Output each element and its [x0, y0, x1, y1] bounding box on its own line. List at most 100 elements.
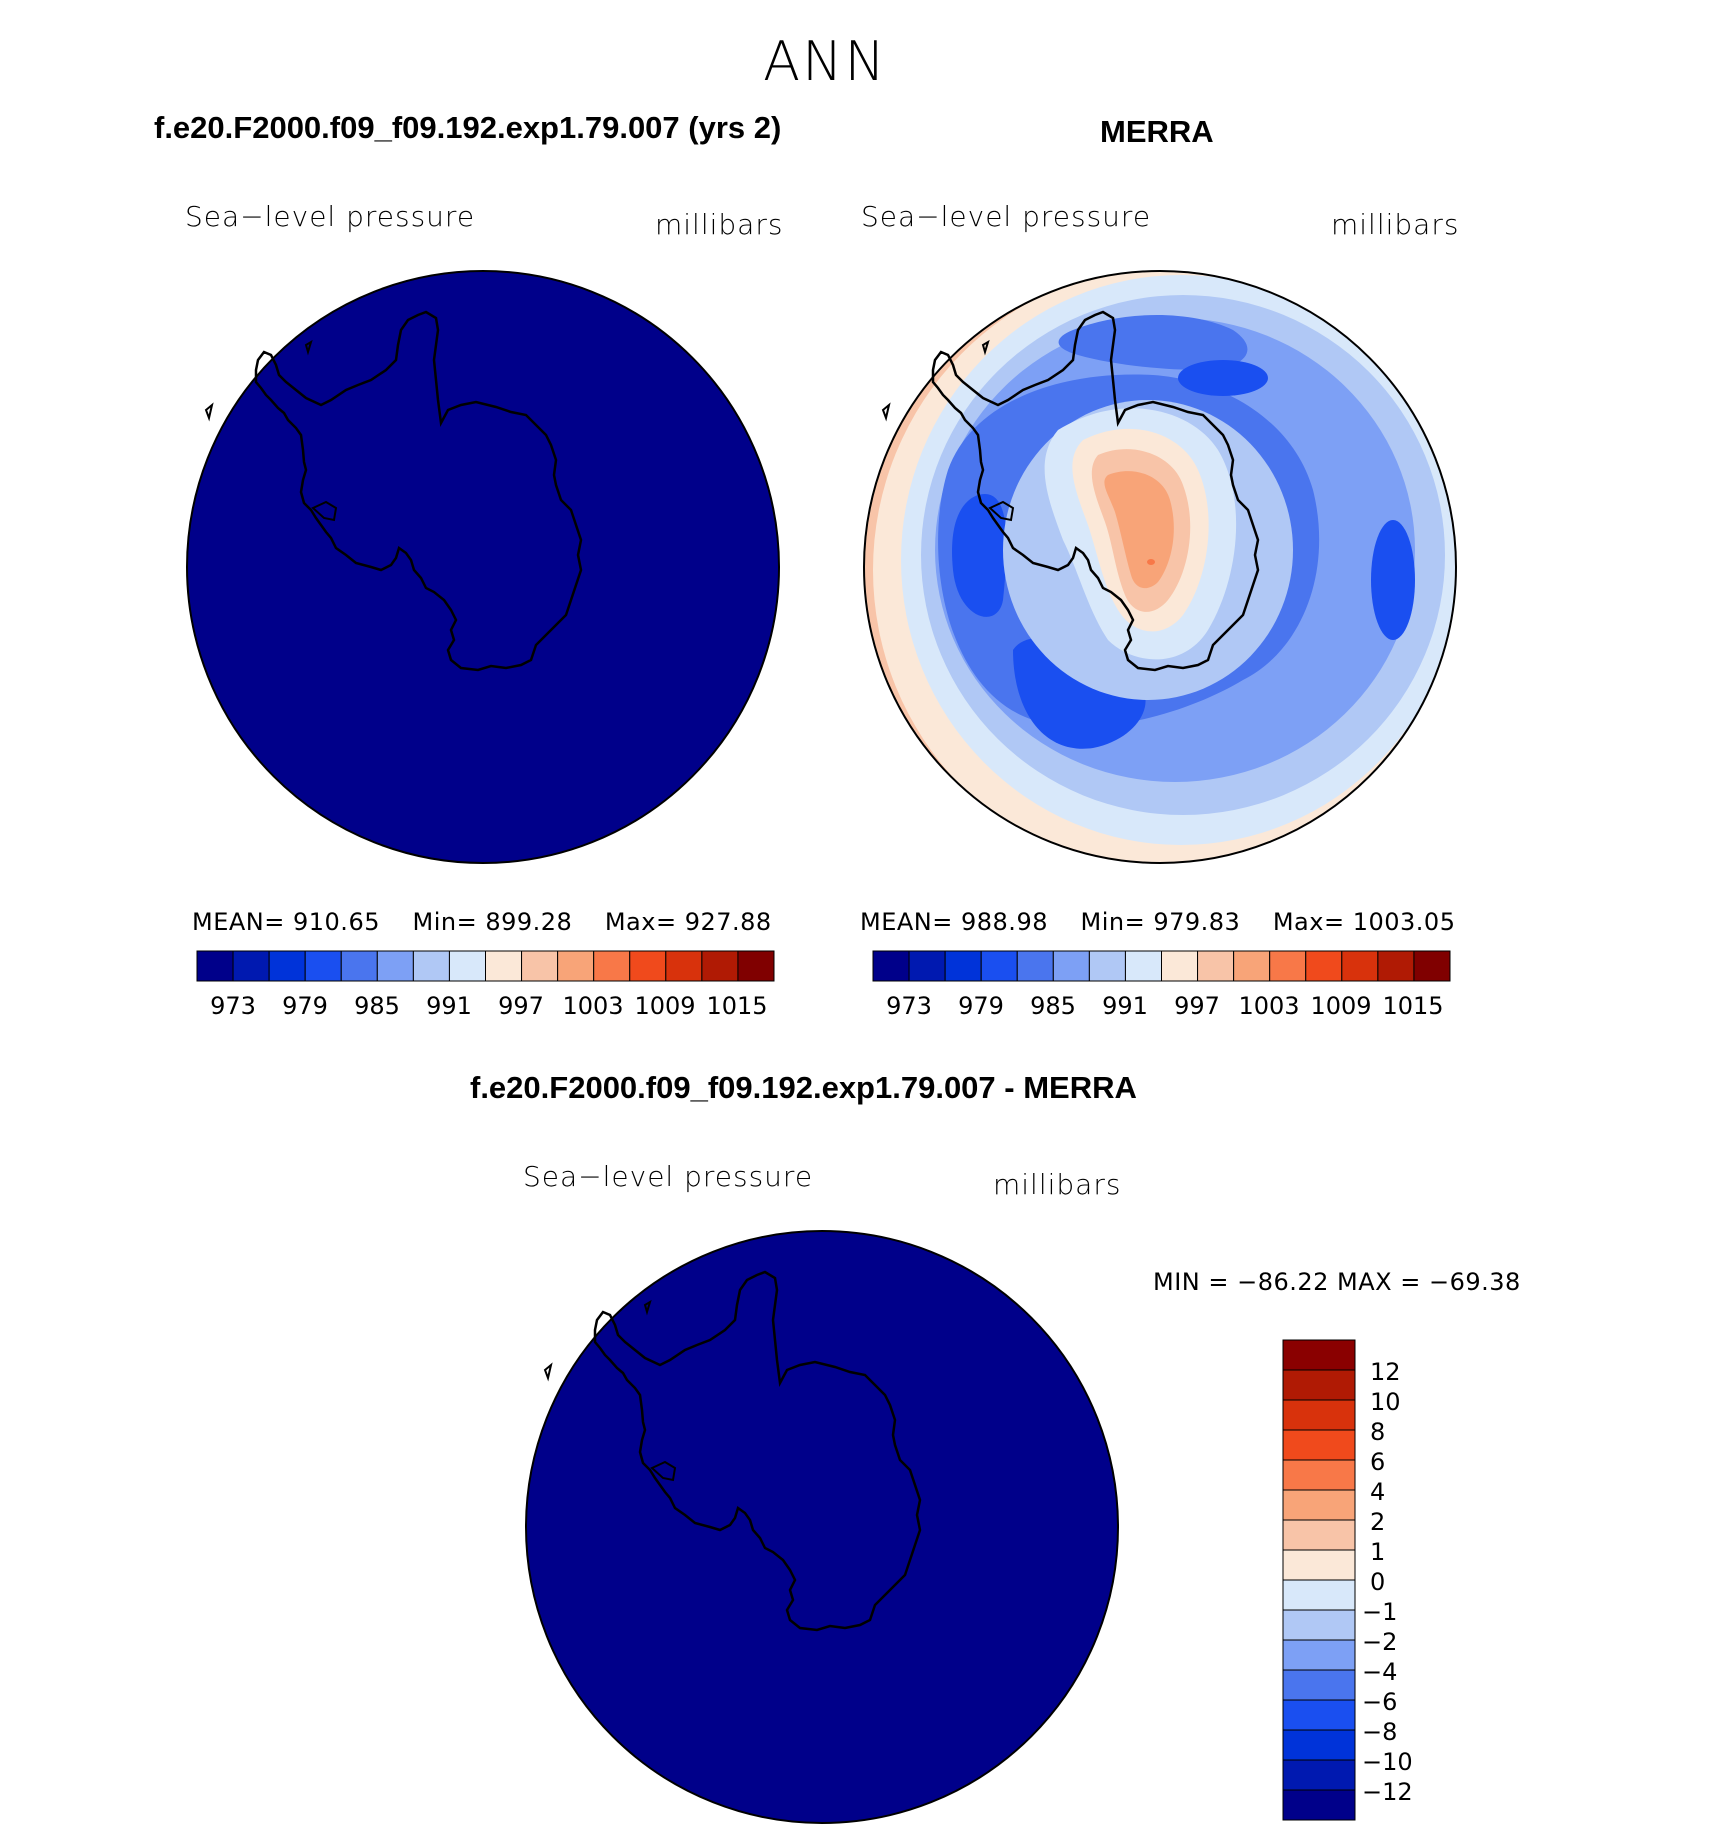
colorbar-swatch — [1161, 950, 1199, 982]
antarctica-coastline — [593, 1270, 922, 1632]
colorbar-swatch — [557, 950, 595, 982]
colorbar-tick: 1009 — [634, 992, 696, 1020]
model-colorbar-ticks: 973 979 985 991 997 1003 1009 1015 — [197, 992, 774, 1022]
colorbar-swatch — [737, 950, 775, 982]
colorbar-tick: 997 — [1174, 992, 1220, 1020]
colorbar-tick: −1 — [1362, 1598, 1398, 1626]
colorbar-swatch — [1197, 950, 1235, 982]
colorbar-tick: 973 — [210, 992, 256, 1020]
colorbar-tick: 0 — [1370, 1568, 1386, 1596]
colorbar-swatch — [1282, 1699, 1356, 1731]
model-map-disk — [186, 270, 780, 864]
colorbar-swatch — [1282, 1579, 1356, 1611]
colorbar-tick: 997 — [498, 992, 544, 1020]
colorbar-swatch — [1305, 950, 1343, 982]
colorbar-swatch — [340, 950, 378, 982]
colorbar-tick: 991 — [1102, 992, 1148, 1020]
colorbar-tick: 1015 — [1382, 992, 1444, 1020]
colorbar-swatch — [980, 950, 1018, 982]
colorbar-tick: 6 — [1370, 1448, 1386, 1476]
colorbar-swatch — [521, 950, 559, 982]
obs-stats: MEAN= 988.98 Min= 979.83 Max= 1003.05 — [860, 908, 1456, 936]
colorbar-tick: 985 — [1030, 992, 1076, 1020]
colorbar-swatch — [1282, 1339, 1356, 1371]
model-colorbar — [196, 950, 775, 982]
peninsula-detail — [543, 1299, 677, 1482]
colorbar-swatch — [1016, 950, 1054, 982]
colorbar-swatch — [1413, 950, 1451, 982]
colorbar-tick: 979 — [958, 992, 1004, 1020]
diff-colorbar — [1282, 1339, 1356, 1821]
colorbar-swatch — [268, 950, 306, 982]
peninsula-detail — [881, 339, 1015, 522]
obs-polar-map — [863, 270, 1457, 864]
diff-panel-title: f.e20.F2000.f09_f09.192.exp1.79.007 - ME… — [470, 1070, 1137, 1105]
diff-polar-map — [525, 1230, 1119, 1824]
colorbar-swatch — [1233, 950, 1271, 982]
colorbar-swatch — [485, 950, 523, 982]
colorbar-swatch — [1282, 1639, 1356, 1671]
colorbar-swatch — [1269, 950, 1307, 982]
colorbar-swatch — [1282, 1489, 1356, 1521]
colorbar-tick: 1009 — [1310, 992, 1372, 1020]
antarctica-coastline — [931, 310, 1260, 672]
obs-colorbar-ticks: 973 979 985 991 997 1003 1009 1015 — [873, 992, 1450, 1022]
colorbar-tick: 985 — [354, 992, 400, 1020]
colorbar-swatch — [1377, 950, 1415, 982]
antarctica-coastline — [254, 310, 583, 672]
colorbar-swatch — [908, 950, 946, 982]
colorbar-swatch — [412, 950, 450, 982]
colorbar-tick: −8 — [1362, 1718, 1398, 1746]
obs-colorbar — [872, 950, 1451, 982]
colorbar-tick: 1015 — [706, 992, 768, 1020]
colorbar-swatch — [1282, 1759, 1356, 1791]
colorbar-swatch — [1282, 1369, 1356, 1401]
figure-title: ANN — [763, 30, 887, 93]
diff-map-disk — [525, 1230, 1119, 1824]
colorbar-swatch — [872, 950, 910, 982]
colorbar-swatch — [1282, 1519, 1356, 1551]
peninsula-detail — [204, 339, 338, 522]
colorbar-tick: 979 — [282, 992, 328, 1020]
colorbar-tick: 4 — [1370, 1478, 1386, 1506]
colorbar-swatch — [1341, 950, 1379, 982]
colorbar-tick: −4 — [1362, 1658, 1398, 1686]
model-units-label: millibars — [655, 208, 784, 241]
colorbar-swatch — [593, 950, 631, 982]
obs-units-label: millibars — [1331, 208, 1460, 241]
model-polar-map — [186, 270, 780, 864]
colorbar-swatch — [665, 950, 703, 982]
colorbar-swatch — [376, 950, 414, 982]
colorbar-tick: 10 — [1370, 1388, 1401, 1416]
obs-panel-title: MERRA — [1100, 114, 1214, 149]
colorbar-swatch — [701, 950, 739, 982]
colorbar-swatch — [629, 950, 667, 982]
colorbar-swatch — [448, 950, 487, 982]
colorbar-swatch — [1052, 950, 1090, 982]
colorbar-tick: 991 — [426, 992, 472, 1020]
colorbar-tick: 8 — [1370, 1418, 1386, 1446]
colorbar-swatch — [1282, 1399, 1356, 1431]
colorbar-swatch — [1124, 950, 1163, 982]
model-variable-label: Sea−level pressure — [185, 200, 476, 233]
colorbar-swatch — [304, 950, 342, 982]
colorbar-swatch — [1088, 950, 1126, 982]
colorbar-swatch — [1282, 1669, 1356, 1701]
obs-map-border — [863, 270, 1457, 864]
colorbar-tick: 2 — [1370, 1508, 1386, 1536]
diff-colorbar-ticks: 12 10 8 6 4 2 1 0 −1 −2 −4 −6 −8 −10 −12 — [1362, 1340, 1490, 1820]
colorbar-swatch — [1282, 1459, 1356, 1491]
colorbar-swatch — [944, 950, 982, 982]
model-panel-title: f.e20.F2000.f09_f09.192.exp1.79.007 (yrs… — [154, 110, 782, 145]
model-stats: MEAN= 910.65 Min= 899.28 Max= 927.88 — [192, 908, 772, 936]
colorbar-swatch — [1282, 1549, 1356, 1581]
diff-minmax: MIN = −86.22 MAX = −69.38 — [1153, 1268, 1521, 1296]
colorbar-swatch — [196, 950, 234, 982]
colorbar-tick: 1003 — [562, 992, 624, 1020]
colorbar-swatch — [1282, 1729, 1356, 1761]
colorbar-swatch — [1282, 1789, 1356, 1821]
colorbar-tick: 12 — [1370, 1358, 1401, 1386]
colorbar-tick: −10 — [1362, 1748, 1413, 1776]
diff-units-label: millibars — [993, 1168, 1122, 1201]
colorbar-tick: 973 — [886, 992, 932, 1020]
